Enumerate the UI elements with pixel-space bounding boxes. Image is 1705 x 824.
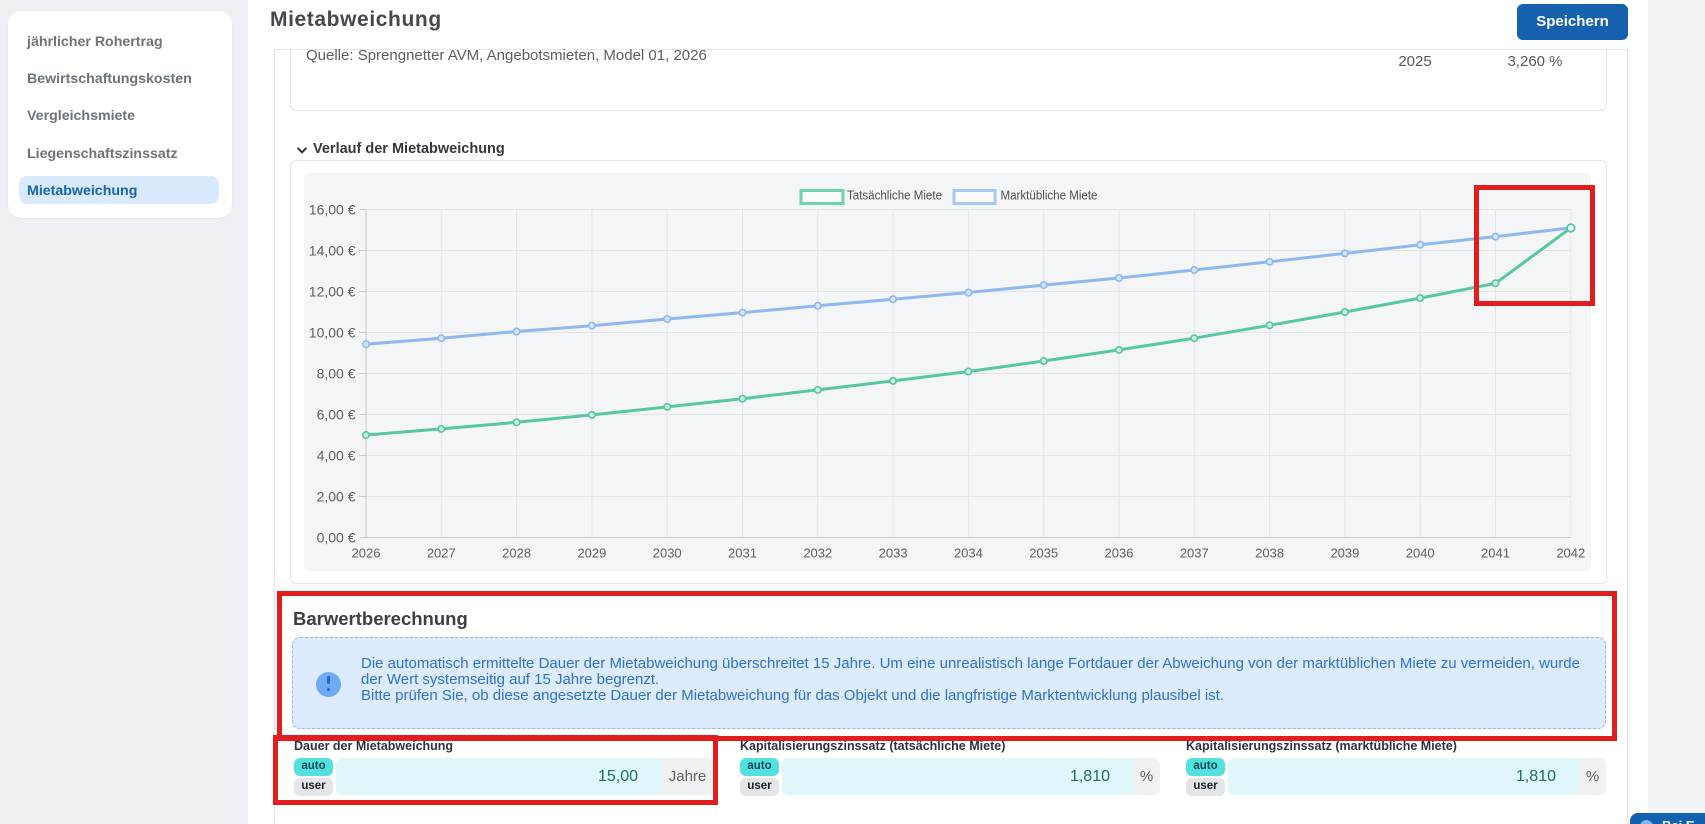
svg-text:8,00 €: 8,00 € (317, 366, 356, 382)
svg-text:2034: 2034 (954, 546, 983, 561)
svg-text:2028: 2028 (502, 546, 531, 561)
svg-text:6,00 €: 6,00 € (317, 407, 356, 423)
svg-text:2026: 2026 (352, 546, 381, 561)
svg-text:Tatsächliche Miete: Tatsächliche Miete (847, 188, 942, 203)
svg-text:2037: 2037 (1180, 546, 1209, 561)
svg-text:16,00 €: 16,00 € (309, 202, 356, 218)
svg-text:2030: 2030 (653, 546, 682, 561)
svg-text:2029: 2029 (577, 546, 606, 561)
svg-text:10,00 €: 10,00 € (309, 325, 356, 341)
svg-text:2035: 2035 (1029, 546, 1058, 561)
svg-text:Marktübliche Miete: Marktübliche Miete (1001, 188, 1098, 203)
svg-text:2031: 2031 (728, 546, 757, 561)
svg-text:2040: 2040 (1406, 546, 1435, 561)
svg-text:2032: 2032 (803, 546, 832, 561)
svg-text:2027: 2027 (427, 546, 456, 561)
svg-text:4,00 €: 4,00 € (317, 448, 356, 464)
svg-text:2039: 2039 (1330, 546, 1359, 561)
svg-text:2036: 2036 (1105, 546, 1134, 561)
svg-text:2041: 2041 (1481, 546, 1510, 561)
svg-text:2042: 2042 (1556, 546, 1585, 561)
svg-text:2,00 €: 2,00 € (317, 489, 356, 505)
svg-text:14,00 €: 14,00 € (309, 243, 356, 259)
svg-text:2033: 2033 (879, 546, 908, 561)
svg-text:12,00 €: 12,00 € (309, 284, 356, 300)
svg-text:0,00 €: 0,00 € (317, 530, 356, 546)
svg-text:2038: 2038 (1255, 546, 1284, 561)
